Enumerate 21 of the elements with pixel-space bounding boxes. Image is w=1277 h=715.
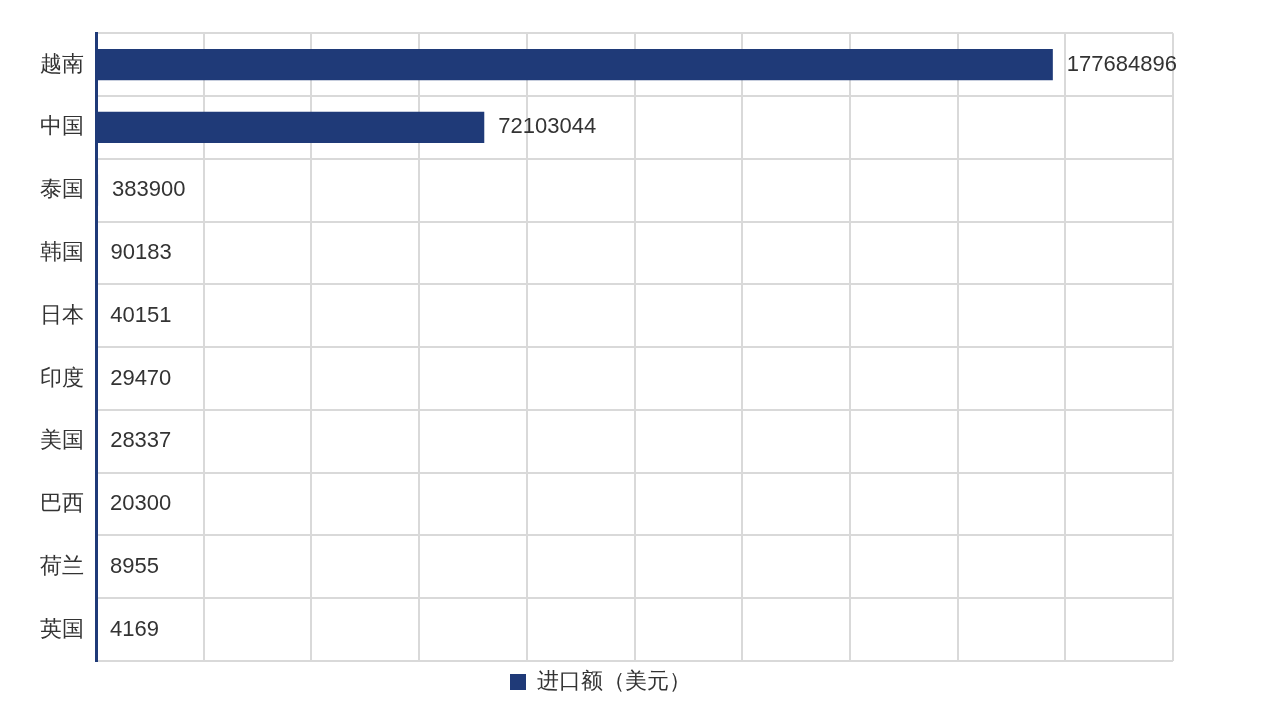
data-label: 177684896 xyxy=(1066,50,1177,76)
y-tick-label: 泰国 xyxy=(40,176,84,202)
data-label: 28337 xyxy=(110,427,172,453)
y-tick-label: 越南 xyxy=(40,50,84,76)
data-label: 29470 xyxy=(110,364,172,390)
data-label: 90183 xyxy=(110,238,172,264)
y-tick-label: 中国 xyxy=(40,113,84,139)
y-tick-label: 英国 xyxy=(40,615,84,641)
y-tick-label: 荷兰 xyxy=(40,552,84,578)
y-tick-label: 韩国 xyxy=(40,238,84,264)
data-label: 72103044 xyxy=(498,113,597,139)
y-tick-label: 日本 xyxy=(40,301,84,327)
data-label: 4169 xyxy=(110,615,159,641)
legend-label: 进口额（美元） xyxy=(537,668,691,694)
data-label: 8955 xyxy=(110,552,159,578)
data-label: 20300 xyxy=(110,490,172,516)
y-tick-label: 美国 xyxy=(40,427,84,453)
y-tick-label: 巴西 xyxy=(40,490,84,516)
data-label: 383900 xyxy=(112,176,186,202)
data-label: 40151 xyxy=(110,301,172,327)
y-tick-label: 印度 xyxy=(40,364,84,390)
